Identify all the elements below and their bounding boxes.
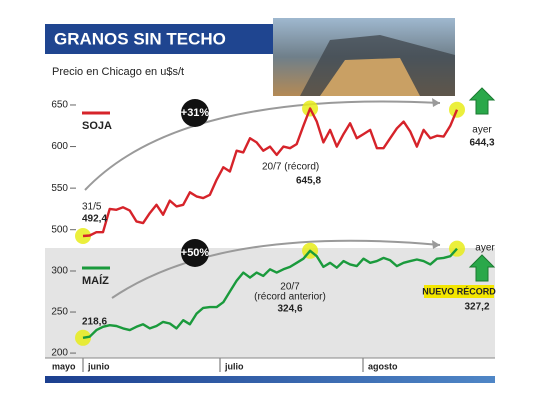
trend-arrowhead [432,240,440,249]
series-line [82,247,458,339]
up-arrow [468,254,496,282]
value-label: 644,3 [469,138,494,149]
y-tick-label: 600 [51,141,68,152]
value-label: 327,2 [464,302,489,313]
title: GRANOS SIN TECHO [54,29,226,48]
up-arrow [468,87,496,115]
y-tick-label: 650 [51,100,68,111]
note: ayer [472,125,492,136]
highlight [75,329,91,346]
trend-arrowhead [432,98,440,107]
note: 31/5 [82,202,102,213]
note: 20/7 (récord) [262,162,319,173]
change-badge [181,99,209,127]
badge: NUEVO RÉCORD [422,286,496,296]
y-tick-label: 500 [51,224,68,235]
highlight [75,228,91,245]
change-badge [181,239,209,267]
value-label: 218,6 [82,317,107,328]
y-tick-label: 550 [51,183,68,194]
x-tick-label: julio [224,361,244,371]
x-tick-label: junio [87,361,110,371]
value-label: 645,8 [296,176,321,187]
trend-arrow [111,239,441,299]
y-tick-label: 300 [51,266,68,277]
photo [273,18,455,96]
maiz-panel [45,248,495,358]
value-label: 324,6 [277,304,302,315]
change-label: +50% [181,247,210,259]
legend-label: SOJA [82,120,112,132]
y-tick-label: 200 [51,348,68,359]
x-tick-label: agosto [368,361,398,371]
note: 20/7 [280,282,300,293]
legend-label: MAÍZ [82,274,109,287]
badge-box [424,285,494,298]
subtitle: Precio en Chicago en u$s/t [52,66,184,78]
x-tick-label: mayo [52,361,76,371]
y-tick-label: 250 [51,307,68,318]
note: (récord anterior) [254,292,326,303]
trend-arrow [84,100,441,191]
note: ayer [475,243,495,254]
series-line [82,107,459,238]
value-label: 492,4 [82,214,107,225]
header-bar [45,24,273,54]
footer-bar [45,376,495,383]
change-label: +31% [181,107,210,119]
